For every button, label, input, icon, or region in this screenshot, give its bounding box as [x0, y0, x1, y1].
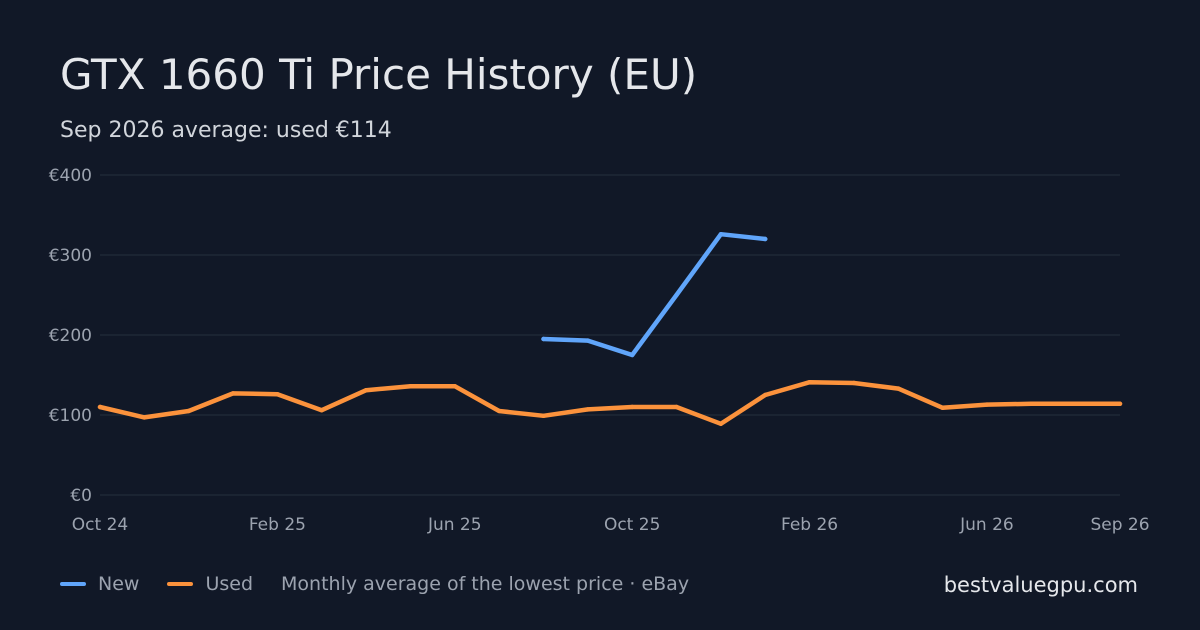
- data-point-used: [1117, 401, 1123, 406]
- data-point-used: [452, 384, 457, 389]
- data-point-used: [363, 388, 369, 393]
- y-tick-label: €100: [49, 406, 92, 426]
- y-tick-label: €0: [70, 486, 92, 506]
- data-point-new: [674, 292, 679, 298]
- x-tick-label: Oct 24: [72, 515, 128, 535]
- data-point-used: [1029, 401, 1034, 406]
- data-point-used: [230, 391, 236, 396]
- legend-item-new[interactable]: New: [60, 573, 139, 595]
- data-point-new: [629, 352, 635, 358]
- y-tick-label: €400: [49, 166, 92, 186]
- data-point-used: [319, 408, 324, 413]
- legend-item-used[interactable]: Used: [167, 573, 253, 595]
- x-tick-label: Oct 25: [604, 515, 660, 535]
- x-tick-label: Feb 26: [781, 515, 838, 535]
- legend-label-used: Used: [205, 573, 254, 595]
- data-point-used: [851, 380, 857, 386]
- data-point-used: [763, 392, 768, 398]
- legend-note: Monthly average of the lowest price · eB…: [281, 573, 690, 595]
- data-point-used: [97, 404, 103, 410]
- x-tick-label: Jun 26: [959, 515, 1014, 535]
- data-point-used: [674, 404, 679, 410]
- legend-swatch-new: [60, 582, 86, 586]
- series-line-used: [97, 379, 1123, 427]
- legend-label-new: New: [98, 573, 140, 595]
- data-point-used: [541, 413, 546, 418]
- legend-swatch-used: [167, 582, 194, 586]
- data-point-used: [585, 407, 591, 412]
- data-point-used: [896, 386, 901, 391]
- chart-subtitle: Sep 2026 average: used €114: [60, 118, 392, 143]
- data-point-used: [186, 408, 191, 414]
- y-tick-label: €200: [49, 326, 92, 346]
- data-point-new: [541, 336, 546, 342]
- data-point-used: [940, 405, 945, 410]
- x-tick-label: Sep 26: [1090, 515, 1149, 535]
- chart-title: GTX 1660 Ti Price History (EU): [60, 50, 698, 99]
- data-point-new: [585, 338, 591, 343]
- x-tick-label: Feb 25: [249, 515, 306, 535]
- legend: New Used Monthly average of the lowest p…: [60, 573, 689, 595]
- data-point-new: [718, 232, 724, 237]
- data-point-used: [718, 421, 724, 426]
- data-point-used: [629, 404, 635, 410]
- data-point-new: [763, 236, 768, 242]
- x-tick-label: Jun 25: [427, 515, 482, 535]
- data-point-used: [807, 380, 812, 385]
- data-point-used: [984, 402, 990, 407]
- data-point-used: [1073, 401, 1078, 406]
- data-point-used: [496, 408, 502, 414]
- y-tick-label: €300: [49, 246, 92, 266]
- data-point-used: [142, 415, 147, 420]
- site-name: bestvaluegpu.com: [943, 573, 1138, 597]
- data-point-used: [275, 392, 280, 397]
- data-point-used: [408, 384, 413, 389]
- series-line-new: [541, 231, 768, 358]
